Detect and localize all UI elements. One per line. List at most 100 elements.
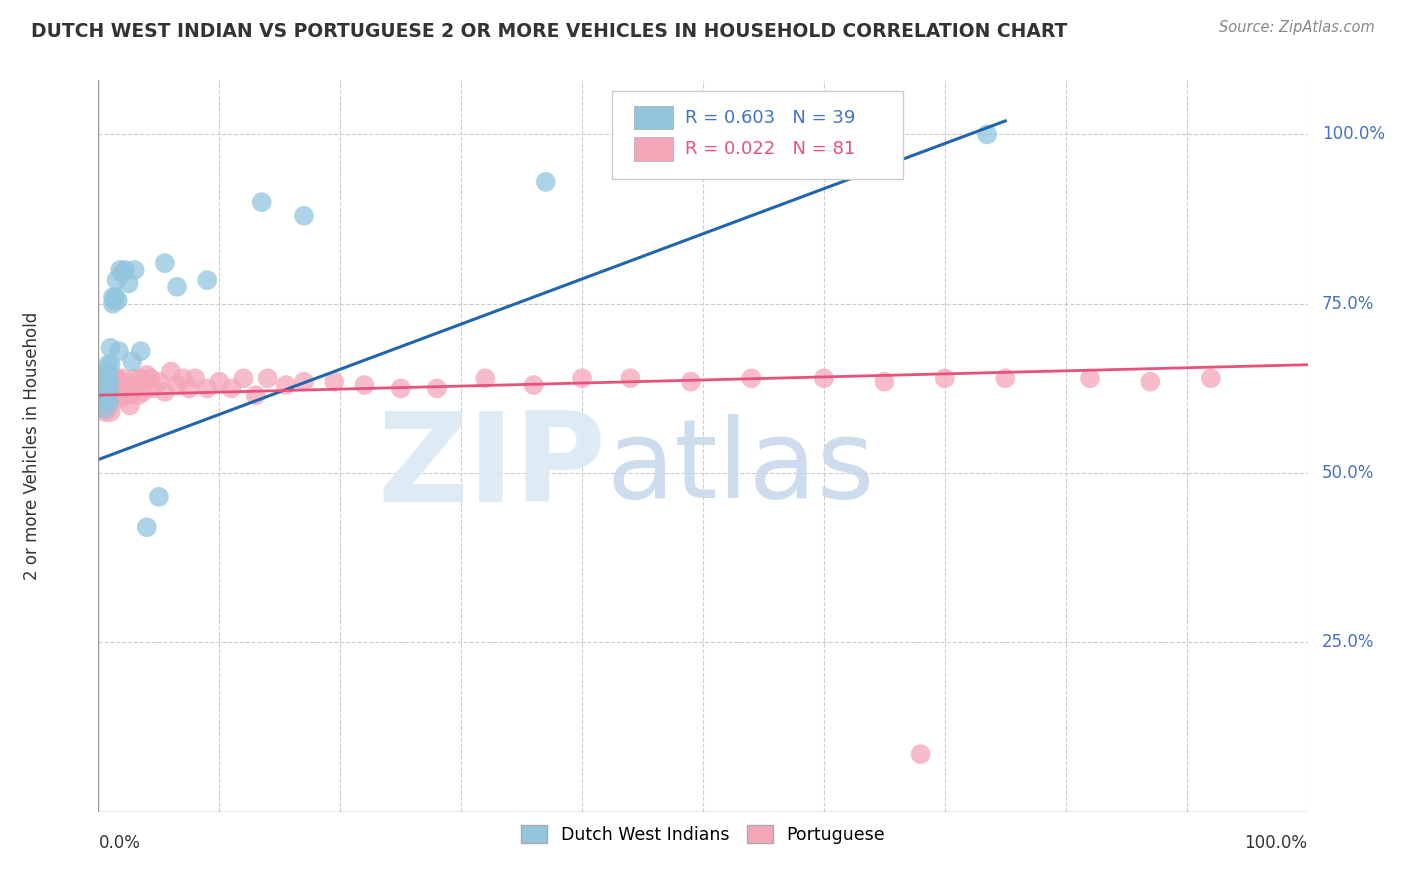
Point bbox=[873, 375, 896, 389]
Point bbox=[97, 368, 120, 382]
Point bbox=[105, 273, 128, 287]
Point bbox=[97, 392, 120, 406]
Point bbox=[96, 388, 118, 402]
FancyBboxPatch shape bbox=[613, 91, 903, 179]
Point bbox=[101, 290, 124, 304]
Point bbox=[139, 371, 162, 385]
Text: 100.0%: 100.0% bbox=[1244, 834, 1308, 852]
Point bbox=[101, 297, 124, 311]
Point bbox=[121, 354, 143, 368]
Text: atlas: atlas bbox=[606, 415, 875, 522]
Point bbox=[97, 381, 120, 395]
Point bbox=[104, 290, 127, 304]
Point bbox=[208, 375, 231, 389]
Point bbox=[124, 263, 146, 277]
Point bbox=[108, 263, 131, 277]
Point bbox=[100, 388, 122, 402]
Text: 2 or more Vehicles in Household: 2 or more Vehicles in Household bbox=[22, 312, 41, 580]
Point bbox=[96, 395, 118, 409]
Point bbox=[96, 364, 118, 378]
Point bbox=[100, 341, 122, 355]
Point bbox=[93, 388, 115, 402]
Point bbox=[127, 378, 149, 392]
Point bbox=[534, 175, 557, 189]
Point bbox=[353, 378, 375, 392]
Point bbox=[124, 371, 146, 385]
Point bbox=[100, 384, 122, 399]
Point bbox=[292, 375, 315, 389]
Point bbox=[221, 381, 243, 395]
Point bbox=[114, 384, 136, 399]
Point bbox=[93, 395, 115, 409]
Point bbox=[619, 371, 641, 385]
Point bbox=[108, 344, 131, 359]
Text: R = 0.603   N = 39: R = 0.603 N = 39 bbox=[685, 109, 855, 127]
Legend: Dutch West Indians, Portuguese: Dutch West Indians, Portuguese bbox=[513, 818, 893, 851]
Text: 25.0%: 25.0% bbox=[1322, 633, 1375, 651]
Text: 75.0%: 75.0% bbox=[1322, 294, 1375, 313]
Point bbox=[523, 378, 546, 392]
Point bbox=[98, 398, 121, 412]
Point bbox=[94, 384, 117, 399]
Point bbox=[389, 381, 412, 395]
Point bbox=[1078, 371, 1101, 385]
Point bbox=[127, 388, 149, 402]
Point bbox=[101, 371, 124, 385]
Point bbox=[679, 375, 702, 389]
Point bbox=[118, 398, 141, 412]
Point bbox=[195, 273, 218, 287]
Point bbox=[100, 358, 122, 372]
Point bbox=[166, 280, 188, 294]
Point bbox=[129, 371, 152, 385]
FancyBboxPatch shape bbox=[634, 137, 672, 161]
Point bbox=[107, 378, 129, 392]
Point bbox=[740, 371, 762, 385]
Point bbox=[96, 378, 118, 392]
Point bbox=[121, 384, 143, 399]
Point bbox=[426, 381, 449, 395]
Point bbox=[910, 747, 932, 761]
Point bbox=[195, 381, 218, 395]
Point bbox=[1139, 375, 1161, 389]
Point bbox=[94, 392, 117, 406]
Point bbox=[103, 371, 125, 385]
Point bbox=[105, 371, 128, 385]
Point bbox=[274, 378, 297, 392]
Text: DUTCH WEST INDIAN VS PORTUGUESE 2 OR MORE VEHICLES IN HOUSEHOLD CORRELATION CHAR: DUTCH WEST INDIAN VS PORTUGUESE 2 OR MOR… bbox=[31, 22, 1067, 41]
Point bbox=[108, 388, 131, 402]
Point bbox=[148, 490, 170, 504]
Point bbox=[91, 378, 114, 392]
Point bbox=[93, 401, 115, 416]
Point bbox=[172, 371, 194, 385]
Point bbox=[813, 371, 835, 385]
FancyBboxPatch shape bbox=[634, 106, 672, 129]
Point bbox=[103, 293, 125, 308]
Point bbox=[153, 384, 176, 399]
Point bbox=[108, 381, 131, 395]
Point bbox=[98, 381, 121, 395]
Point bbox=[292, 209, 315, 223]
Point bbox=[118, 388, 141, 402]
Text: R = 0.022   N = 81: R = 0.022 N = 81 bbox=[685, 140, 855, 158]
Text: 50.0%: 50.0% bbox=[1322, 464, 1375, 482]
Text: Source: ZipAtlas.com: Source: ZipAtlas.com bbox=[1219, 20, 1375, 35]
Point bbox=[934, 371, 956, 385]
Point bbox=[184, 371, 207, 385]
Point bbox=[256, 371, 278, 385]
Point bbox=[994, 371, 1017, 385]
Point bbox=[94, 405, 117, 419]
Point bbox=[97, 358, 120, 372]
Point bbox=[110, 392, 132, 406]
Point bbox=[245, 388, 267, 402]
Point bbox=[111, 371, 134, 385]
Point bbox=[117, 381, 139, 395]
Point bbox=[100, 371, 122, 385]
Text: ZIP: ZIP bbox=[378, 408, 606, 528]
Point bbox=[135, 520, 157, 534]
Point bbox=[114, 263, 136, 277]
Point bbox=[474, 371, 496, 385]
Point bbox=[571, 371, 593, 385]
Text: 0.0%: 0.0% bbox=[98, 834, 141, 852]
Point bbox=[96, 371, 118, 385]
Point bbox=[93, 375, 115, 389]
